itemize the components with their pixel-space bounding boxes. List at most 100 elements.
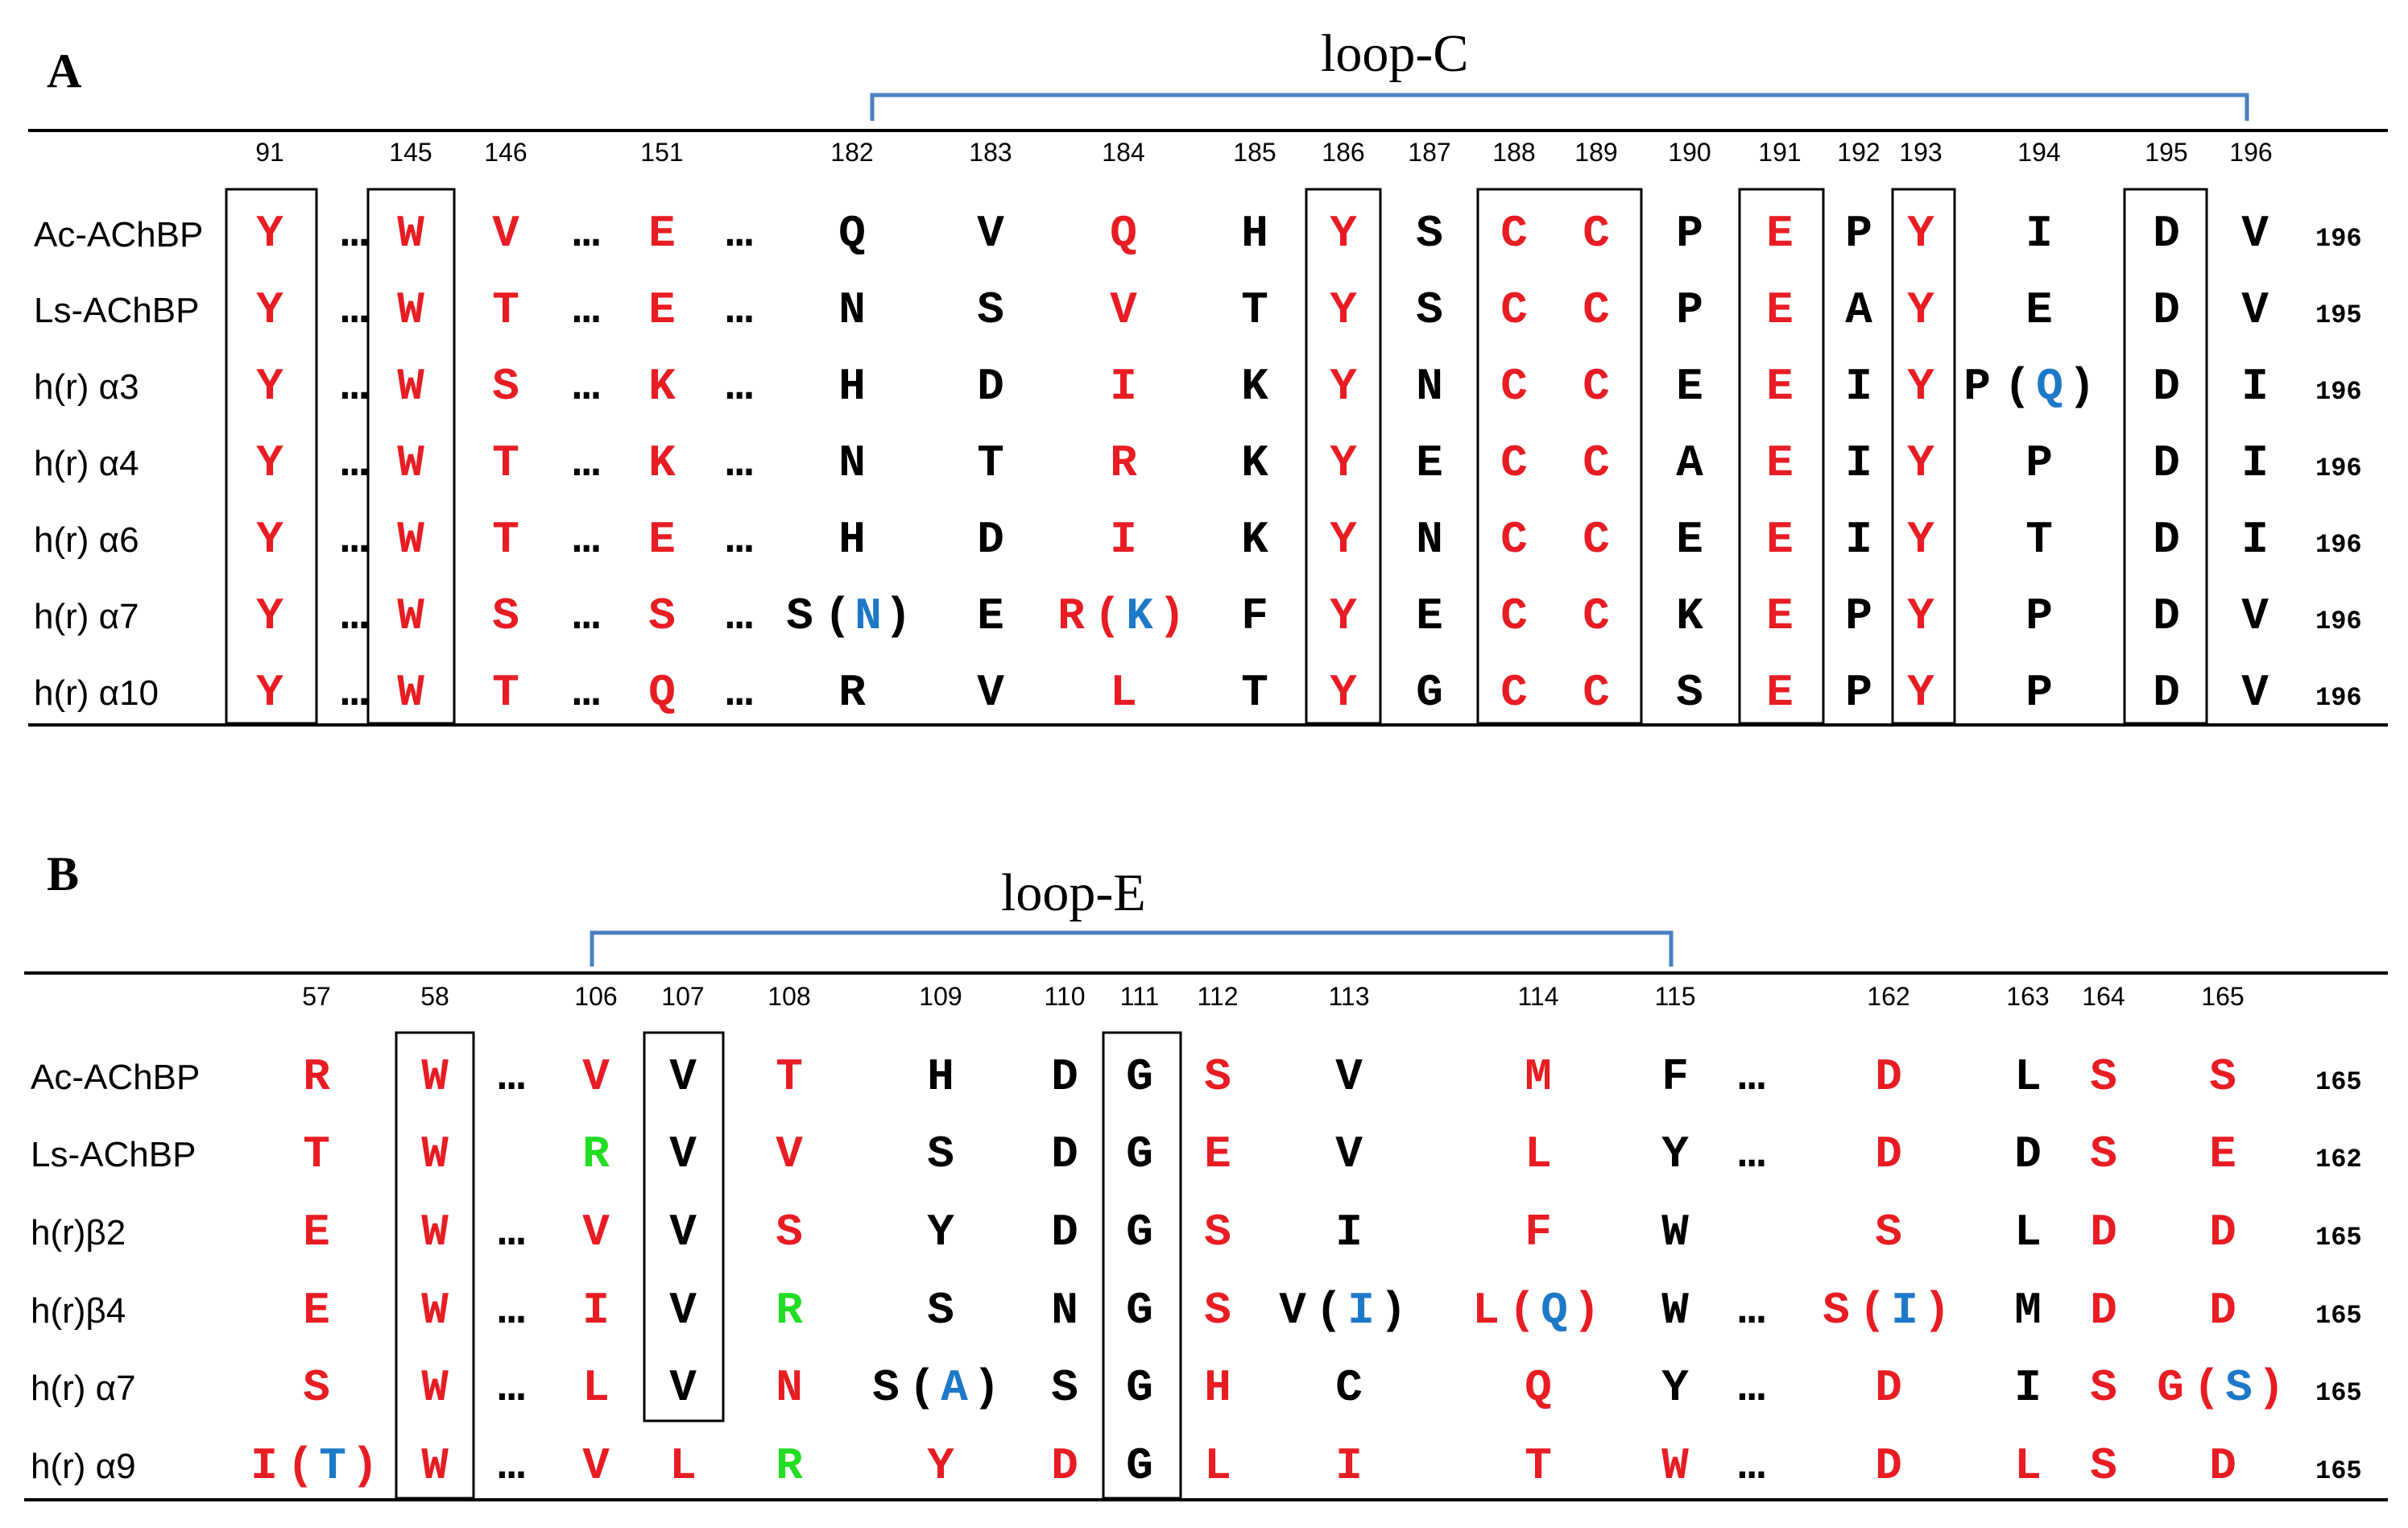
residue: Y	[1661, 1128, 1689, 1180]
residue: D	[1875, 1440, 1902, 1492]
row-name: h(r) α6	[34, 520, 139, 560]
residue: G	[1126, 1440, 1153, 1492]
residue: Y	[1330, 437, 1357, 489]
residue: T	[977, 437, 1004, 489]
pos-label: 114	[1517, 982, 1558, 1011]
residue: Y	[1907, 361, 1934, 412]
residue: S	[1204, 1051, 1231, 1103]
residue: P	[1676, 208, 1703, 259]
residue: A	[1845, 284, 1872, 336]
conserved-box	[643, 1031, 725, 1422]
pos-label: 91	[255, 138, 284, 167]
residue: T	[492, 284, 519, 336]
residue: T	[492, 437, 519, 489]
residue: C	[1583, 437, 1610, 489]
residue: E	[1416, 590, 1443, 642]
row-name: h(r) α3	[34, 367, 139, 407]
residue: …	[1738, 1440, 1765, 1492]
pos-label: 194	[2017, 138, 2060, 167]
residue: W	[397, 208, 424, 259]
residue: V	[776, 1128, 803, 1180]
residue: K	[1676, 590, 1703, 642]
residue: D	[2153, 361, 2180, 412]
pos-label: 58	[420, 982, 449, 1011]
residue: T	[1241, 284, 1268, 336]
pos-label: 162	[1867, 982, 1909, 1011]
residue: )	[1380, 1285, 1407, 1336]
loop-e-title: loop-E	[1001, 863, 1146, 922]
residue: S	[776, 1207, 803, 1258]
residue: T	[1525, 1440, 1552, 1492]
residue: D	[2153, 514, 2180, 565]
residue: …	[1738, 1362, 1765, 1414]
end-position: 196	[2315, 683, 2362, 713]
residue: …	[498, 1207, 525, 1258]
residue: Y	[1907, 437, 1934, 489]
residue: D	[2153, 590, 2180, 642]
loop-c-bracket	[870, 93, 2249, 121]
residue: C	[1500, 361, 1528, 412]
residue: Y	[1330, 208, 1357, 259]
residue: (	[287, 1440, 314, 1492]
residue: Y	[927, 1207, 954, 1258]
residue: …	[573, 667, 600, 718]
residue: N	[854, 590, 882, 642]
conserved-box	[1476, 188, 1643, 725]
residue: E	[1766, 208, 1794, 259]
residue: P	[2025, 667, 2053, 718]
residue: C	[1583, 361, 1610, 412]
pos-label: 193	[1899, 138, 1942, 167]
residue: T	[776, 1051, 803, 1103]
residue: N	[838, 437, 866, 489]
residue: C	[1500, 437, 1528, 489]
residue: L	[582, 1362, 610, 1414]
residue: I	[1110, 361, 1137, 412]
residue: A	[1676, 437, 1703, 489]
residue: D	[1051, 1051, 1078, 1103]
residue: P	[1963, 361, 1991, 412]
residue: Q	[648, 667, 676, 718]
residue: D	[1875, 1128, 1902, 1180]
residue: W	[421, 1285, 449, 1336]
residue: W	[1661, 1207, 1689, 1258]
row-name: h(r)β2	[31, 1213, 126, 1253]
residue: E	[1676, 514, 1703, 565]
residue: …	[1738, 1285, 1765, 1336]
residue: S	[2225, 1362, 2253, 1414]
residue: D	[2090, 1285, 2117, 1336]
residue: F	[1241, 590, 1268, 642]
residue: Y	[1907, 590, 1934, 642]
residue: R	[582, 1128, 610, 1180]
residue: Q	[1110, 208, 1137, 259]
residue: I	[1891, 1285, 1918, 1336]
residue: Y	[1330, 667, 1357, 718]
residue: P	[1845, 208, 1872, 259]
end-position: 165	[2315, 1456, 2362, 1486]
row-name: h(r)β4	[31, 1291, 126, 1331]
residue: D	[2209, 1285, 2236, 1336]
residue: Y	[256, 361, 283, 412]
pos-label: 187	[1408, 138, 1450, 167]
residue: H	[1241, 208, 1268, 259]
residue: (	[1859, 1285, 1886, 1336]
residue: Y	[256, 437, 283, 489]
residue: …	[726, 361, 753, 412]
conserved-box	[225, 188, 318, 725]
residue: I	[2025, 208, 2053, 259]
residue: N	[1416, 361, 1443, 412]
end-position: 196	[2315, 453, 2362, 483]
residue: E	[1766, 667, 1794, 718]
residue: P	[1845, 590, 1872, 642]
residue: E	[2025, 284, 2053, 336]
residue: …	[341, 514, 368, 565]
residue: Y	[1907, 514, 1934, 565]
residue: …	[1738, 1128, 1765, 1180]
residue: V	[669, 1362, 697, 1414]
